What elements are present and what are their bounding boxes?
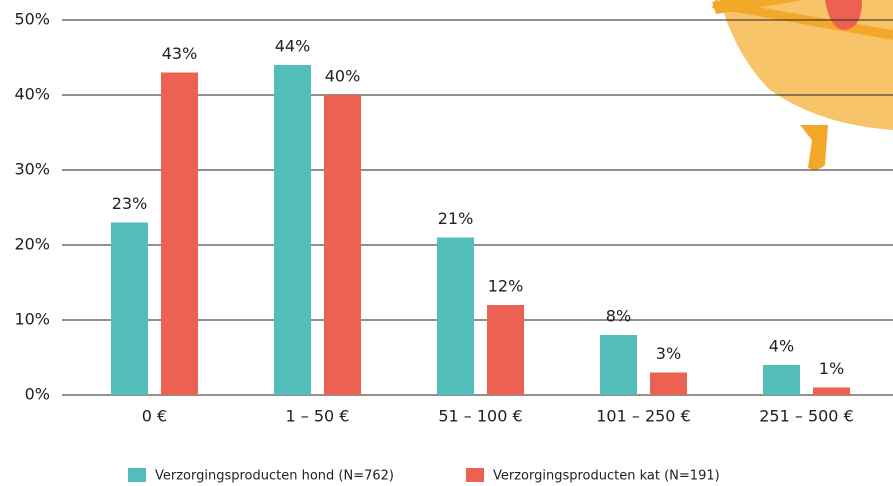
value-label: 23% — [112, 194, 148, 213]
value-label: 1% — [819, 359, 844, 378]
value-label: 12% — [488, 277, 524, 296]
bar — [324, 95, 361, 395]
bar — [161, 72, 198, 395]
value-label: 44% — [275, 37, 311, 56]
value-label: 3% — [656, 344, 681, 363]
y-tick-label: 0% — [25, 385, 50, 404]
value-label: 43% — [162, 44, 198, 63]
y-tick-label: 10% — [14, 310, 50, 329]
x-tick-label: 101 – 250 € — [596, 407, 691, 426]
x-tick-label: 51 – 100 € — [438, 407, 522, 426]
y-tick-label: 30% — [14, 160, 50, 179]
bar — [437, 237, 474, 395]
bar — [600, 335, 637, 395]
value-label: 4% — [769, 337, 794, 356]
legend-swatch — [466, 468, 484, 482]
y-tick-label: 40% — [14, 85, 50, 104]
bar — [650, 372, 687, 395]
decoration — [712, 0, 893, 170]
bar — [763, 365, 800, 395]
x-tick-label: 251 – 500 € — [759, 407, 854, 426]
value-label: 21% — [438, 209, 474, 228]
bar — [274, 65, 311, 395]
legend-label: Verzorgingsproducten kat (N=191) — [493, 469, 720, 484]
bar — [111, 222, 148, 395]
bar — [487, 305, 524, 395]
x-tick-label: 1 – 50 € — [286, 407, 350, 426]
legend-label: Verzorgingsproducten hond (N=762) — [155, 469, 394, 484]
value-label: 8% — [606, 307, 631, 326]
legend-swatch — [128, 468, 146, 482]
y-tick-label: 20% — [14, 235, 50, 254]
bar — [813, 387, 850, 395]
x-tick-label: 0 € — [142, 407, 167, 426]
y-tick-label: 50% — [14, 10, 50, 29]
value-label: 40% — [325, 67, 361, 86]
